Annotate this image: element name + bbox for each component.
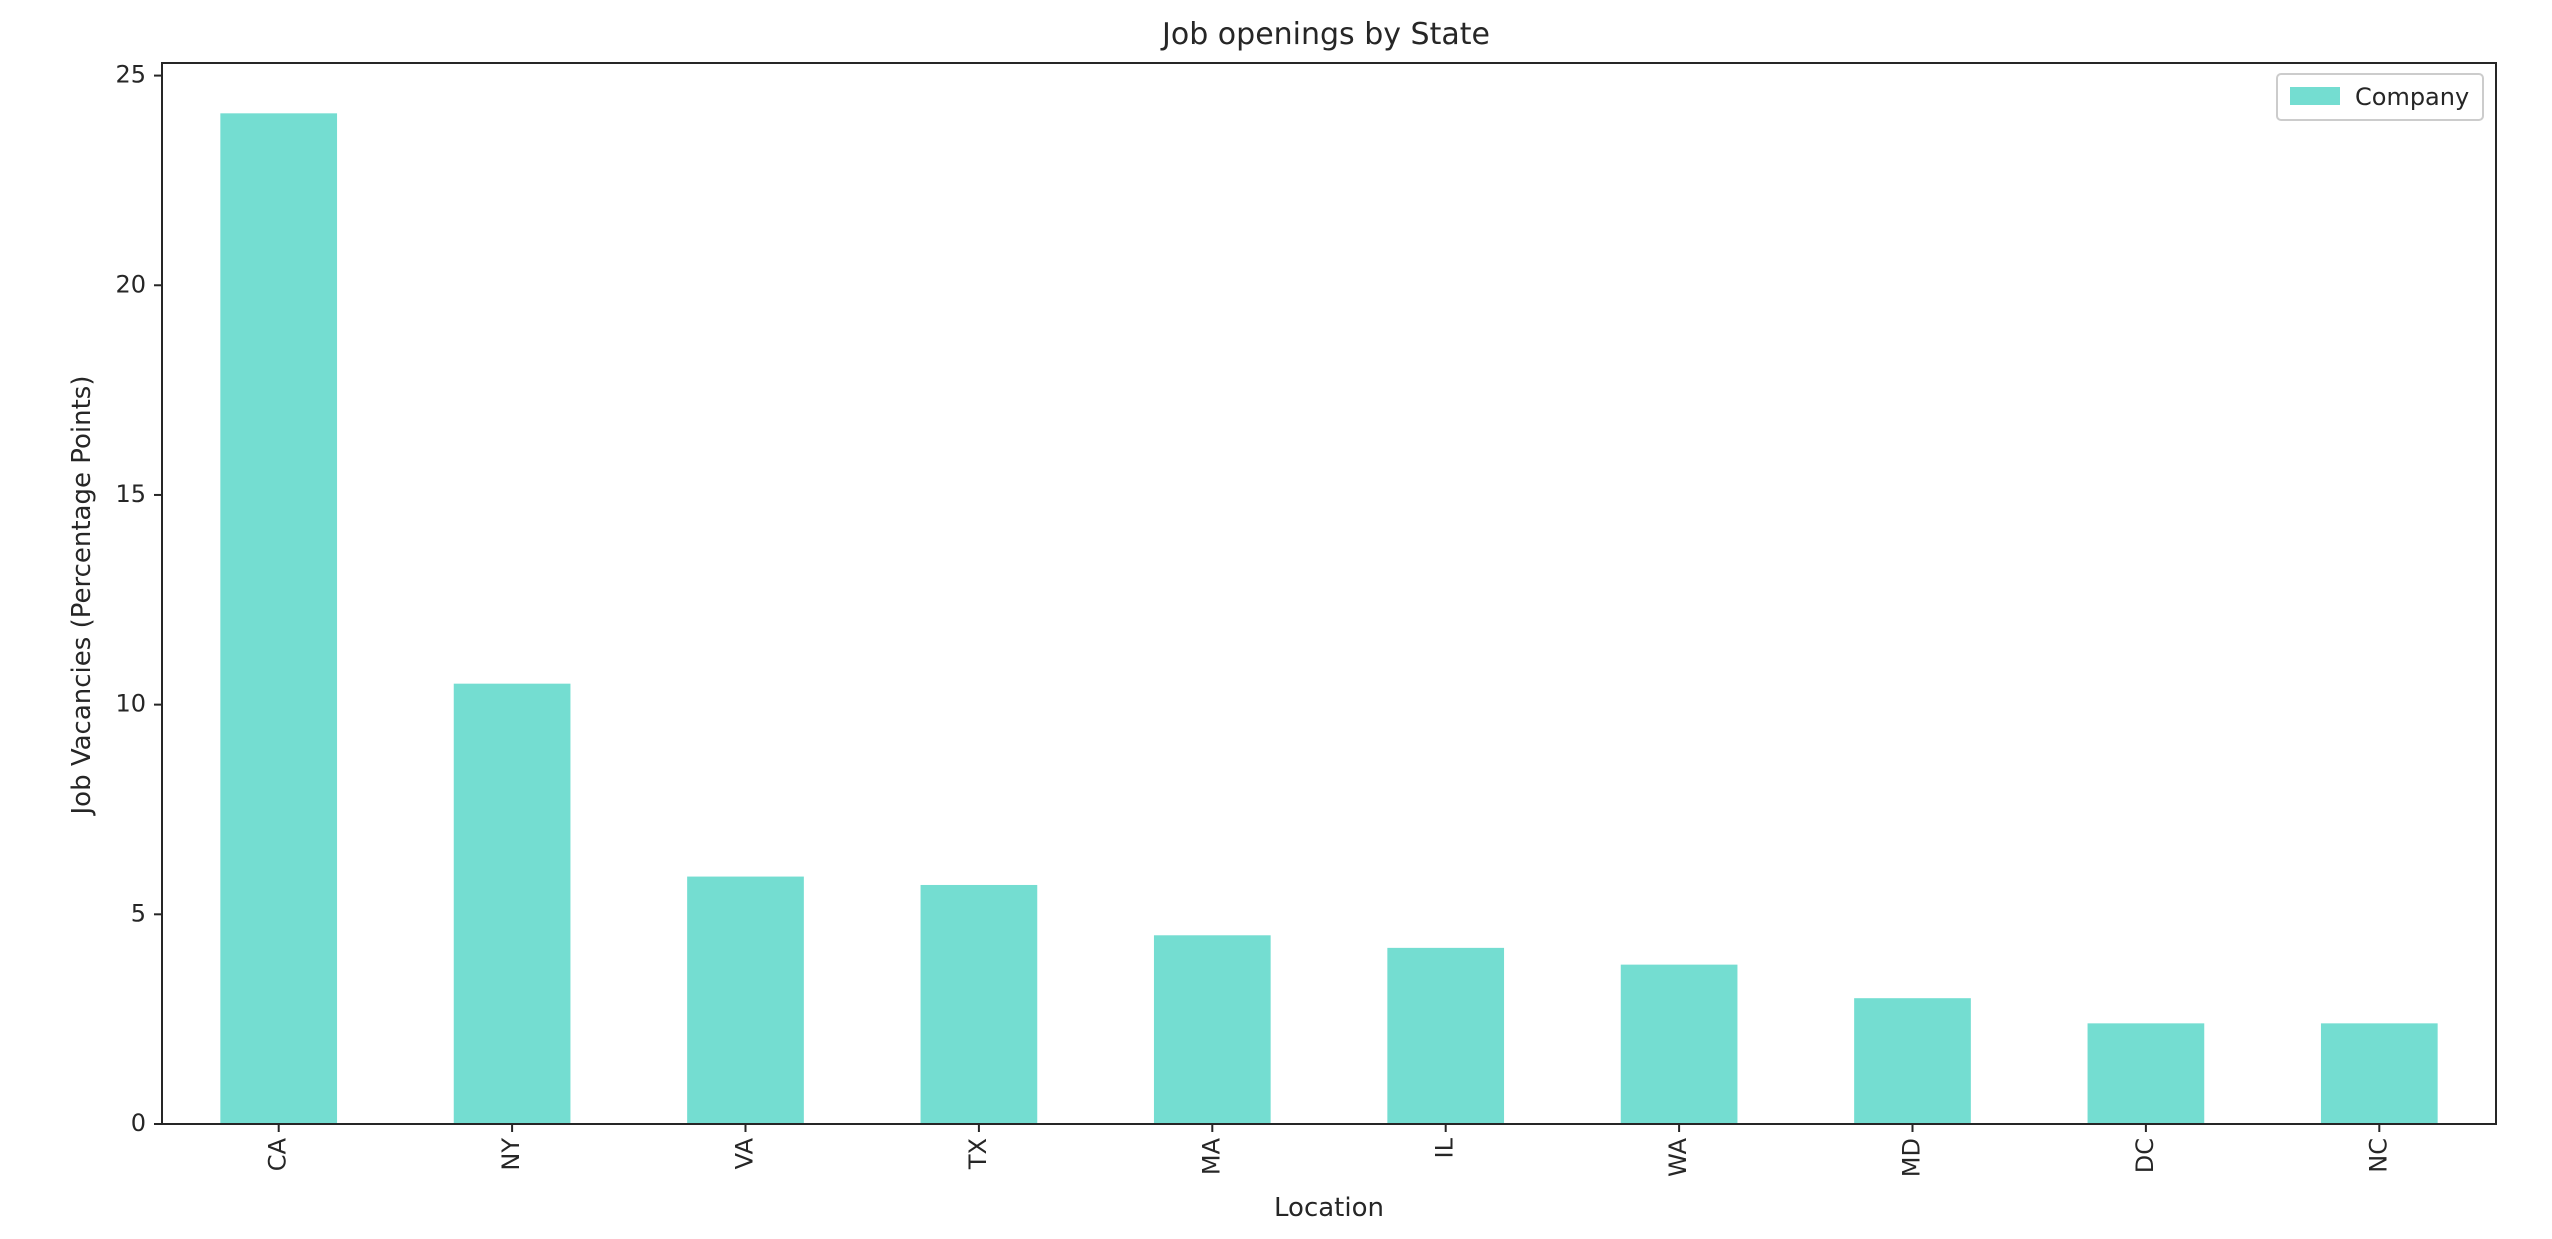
bar-wa xyxy=(1620,964,1738,1124)
legend: Company xyxy=(2276,73,2484,121)
y-tick-label: 0 xyxy=(131,1109,146,1137)
bar-ny xyxy=(453,683,571,1124)
x-tick-label: WA xyxy=(1664,1137,1692,1176)
x-axis-label: Location xyxy=(1274,1193,1384,1223)
bar-tx xyxy=(920,884,1038,1124)
y-tick-label: 25 xyxy=(115,61,146,89)
bar-dc xyxy=(2087,1023,2205,1124)
bar-nc xyxy=(2320,1023,2438,1124)
x-tick-label: TX xyxy=(964,1138,992,1170)
bar-md xyxy=(1854,998,1971,1124)
x-tick-label: IL xyxy=(1431,1137,1459,1158)
y-axis-label: Job Vacancies (Percentage Points) xyxy=(67,376,97,817)
bar-va xyxy=(687,876,804,1124)
chart-title: Job openings by State xyxy=(1160,17,1490,52)
legend-swatch xyxy=(2290,87,2340,105)
bar-ma xyxy=(1153,935,1271,1124)
x-tick-label: MA xyxy=(1197,1137,1225,1175)
x-tick-label: DC xyxy=(2131,1138,2159,1173)
bar-ca xyxy=(220,113,338,1125)
x-tick-label: CA xyxy=(264,1137,292,1171)
x-tick-label: MD xyxy=(1898,1138,1926,1177)
x-tick-label: NC xyxy=(2364,1138,2392,1173)
y-tick-label: 20 xyxy=(115,270,146,298)
x-tick-label: NY xyxy=(497,1138,525,1171)
x-axis-ticks: CA NY VA TX MA IL WA MD DC NC xyxy=(264,1124,2392,1177)
bars-group xyxy=(220,113,2438,1125)
y-tick-label: 5 xyxy=(131,899,146,927)
plot-frame xyxy=(161,62,2497,1125)
y-axis-ticks: 0 5 10 15 20 25 xyxy=(115,61,162,1137)
x-tick-label: VA xyxy=(731,1137,759,1169)
legend-label: Company xyxy=(2355,83,2469,111)
y-tick-label: 15 xyxy=(115,480,146,508)
legend-box xyxy=(2276,73,2484,121)
bar-il xyxy=(1387,947,1505,1124)
y-tick-label: 10 xyxy=(115,690,146,718)
